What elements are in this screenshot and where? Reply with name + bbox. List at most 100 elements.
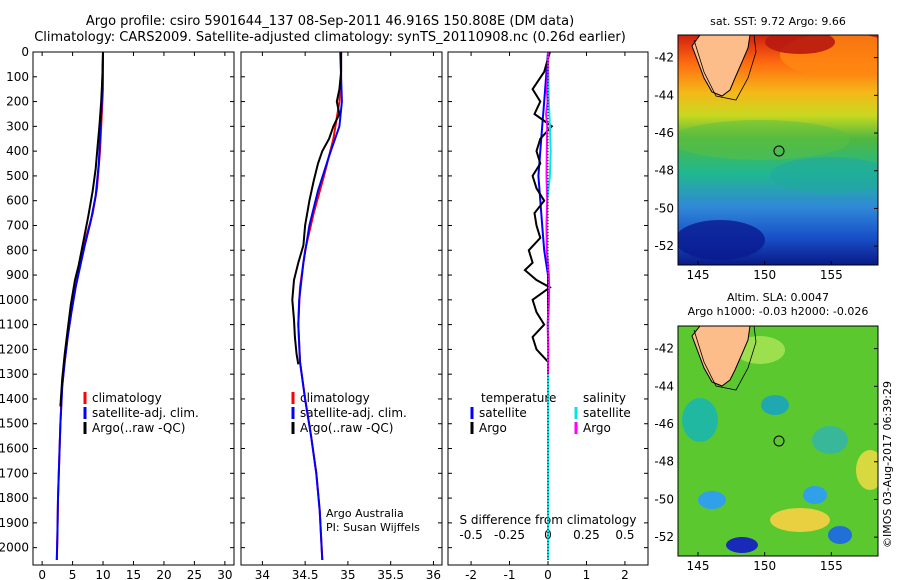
- x-tick-label: 1: [583, 568, 591, 580]
- map-y-tick-label: -42: [654, 342, 674, 356]
- bathymetry-contour: [693, 326, 757, 391]
- x2-tick-label: -0.5: [459, 528, 482, 542]
- legend-label: satellite-adj. clim.: [300, 406, 407, 420]
- sla-map: [678, 326, 878, 556]
- y-tick-label: 1000: [0, 293, 29, 307]
- y-tick-label: 1400: [0, 392, 29, 406]
- sla-low-patch-5: [803, 486, 827, 504]
- y-tick-label: 1100: [0, 318, 29, 332]
- x-tick-label: 10: [95, 568, 110, 580]
- x-tick-label: -2: [465, 568, 477, 580]
- series-line-t-argo: [523, 52, 554, 399]
- map-x-tick-label: 150: [753, 559, 776, 573]
- salinity-panel-frame: [240, 51, 443, 566]
- argo-location-marker: [773, 435, 785, 447]
- legend-label: satellite: [583, 406, 631, 420]
- tasmania-land: [691, 35, 751, 97]
- y-tick-label: 1500: [0, 417, 29, 431]
- sst-cold-patch: [678, 220, 765, 260]
- y-tick-label: 1200: [0, 342, 29, 356]
- map-y-tick-label: -50: [654, 492, 674, 506]
- legend-label: Argo(..raw -QC): [300, 421, 393, 435]
- figure-title-line1: Argo profile: csiro 5901644_137 08-Sep-2…: [85, 14, 575, 29]
- y-tick-label: 200: [6, 95, 29, 109]
- map-x-tick-label: 150: [753, 268, 776, 282]
- sla-low-patch-2: [761, 395, 789, 415]
- legend-label: climatology: [300, 391, 370, 405]
- x-tick-label: 2: [621, 568, 629, 580]
- annotation-argo-australia: Argo Australia: [326, 507, 404, 520]
- sst-cool-patch: [770, 157, 878, 193]
- sla-low-patch: [682, 398, 718, 442]
- x-tick-label: 30: [217, 568, 232, 580]
- bathymetry-contour: [693, 35, 757, 101]
- sla-low-patch-7: [828, 526, 852, 544]
- map-y-tick-label: -44: [654, 379, 674, 393]
- y-tick-label: 400: [6, 144, 29, 158]
- map-y-tick-label: -46: [654, 126, 674, 140]
- x2-tick-label: 0.5: [615, 528, 634, 542]
- map-y-tick-label: -48: [654, 455, 674, 469]
- sla-high-patch: [735, 336, 785, 364]
- sla-low-patch-3: [812, 426, 848, 454]
- sst-mid-patch: [678, 120, 850, 160]
- watermark-text: ©IMOS 03-Aug-2017 06:39:29: [881, 381, 894, 548]
- tasmania-land: [691, 326, 751, 387]
- sst-hot-patch: [765, 35, 835, 54]
- x-tick-label: 0: [544, 568, 552, 580]
- y-tick-label: 0: [21, 45, 29, 59]
- x-tick-label: 25: [187, 568, 202, 580]
- argo-location-marker: [773, 145, 785, 157]
- y-tick-label: 1800: [0, 491, 29, 505]
- series-line-s-argo: [545, 52, 551, 375]
- legend-label: Argo: [479, 421, 507, 435]
- map-y-tick-label: -50: [654, 201, 674, 215]
- x-tick-label: 34.5: [292, 568, 319, 580]
- series-line-satellite-adj-clim-: [55, 52, 104, 561]
- y-tick-label: 500: [6, 169, 29, 183]
- legend-label: climatology: [92, 391, 162, 405]
- x-tick-label: 20: [156, 568, 171, 580]
- legend-label: satellite: [479, 406, 527, 420]
- sla-low-patch-6: [726, 537, 758, 553]
- x-tick-label: 35.5: [377, 568, 404, 580]
- sla-low-patch-4: [698, 491, 726, 509]
- y-tick-label: 1700: [0, 466, 29, 480]
- annotation-pi: PI: Susan Wijffels: [326, 521, 420, 534]
- sla-map-title-line2: Argo h1000: -0.03 h2000: -0.026: [688, 305, 869, 318]
- x-tick-label: -1: [504, 568, 516, 580]
- map-y-tick-label: -46: [654, 417, 674, 431]
- map-x-tick-label: 145: [687, 559, 710, 573]
- legend-title-salinity: salinity: [583, 391, 626, 405]
- sst-map-frame: [677, 34, 879, 266]
- series-line-satellite-adj-clim-: [297, 52, 343, 561]
- y-tick-label: 1300: [0, 367, 29, 381]
- figure-title-line2: Climatology: CARS2009. Satellite-adjuste…: [34, 30, 626, 45]
- sla-high-patch-3: [856, 450, 878, 490]
- y-tick-label: 1900: [0, 516, 29, 530]
- map-y-tick-label: -52: [654, 530, 674, 544]
- map-x-tick-label: 155: [820, 268, 843, 282]
- y-tick-label: 700: [6, 218, 29, 232]
- y-tick-label: 300: [6, 119, 29, 133]
- legend-title-temperature: temperature: [481, 391, 556, 405]
- x2-tick-label: 0.25: [573, 528, 600, 542]
- x-tick-label: 15: [126, 568, 141, 580]
- x2-tick-label: -0.25: [494, 528, 525, 542]
- x-tick-label: 35: [340, 568, 355, 580]
- legend-label: Argo(..raw -QC): [92, 421, 185, 435]
- series-line-argo-raw-qc-: [59, 52, 104, 407]
- x-tick-label: 5: [69, 568, 77, 580]
- y-tick-label: 2000: [0, 541, 29, 555]
- y-tick-label: 100: [6, 70, 29, 84]
- map-x-tick-label: 155: [820, 559, 843, 573]
- sla-high-patch-2: [770, 508, 830, 532]
- map-y-tick-label: -42: [654, 51, 674, 65]
- y-tick-label: 800: [6, 243, 29, 257]
- map-y-tick-label: -44: [654, 88, 674, 102]
- legend-label: satellite-adj. clim.: [92, 406, 199, 420]
- y-tick-label: 1600: [0, 442, 29, 456]
- sst-map: [678, 35, 878, 265]
- map-y-tick-label: -52: [654, 239, 674, 253]
- y-tick-label: 600: [6, 194, 29, 208]
